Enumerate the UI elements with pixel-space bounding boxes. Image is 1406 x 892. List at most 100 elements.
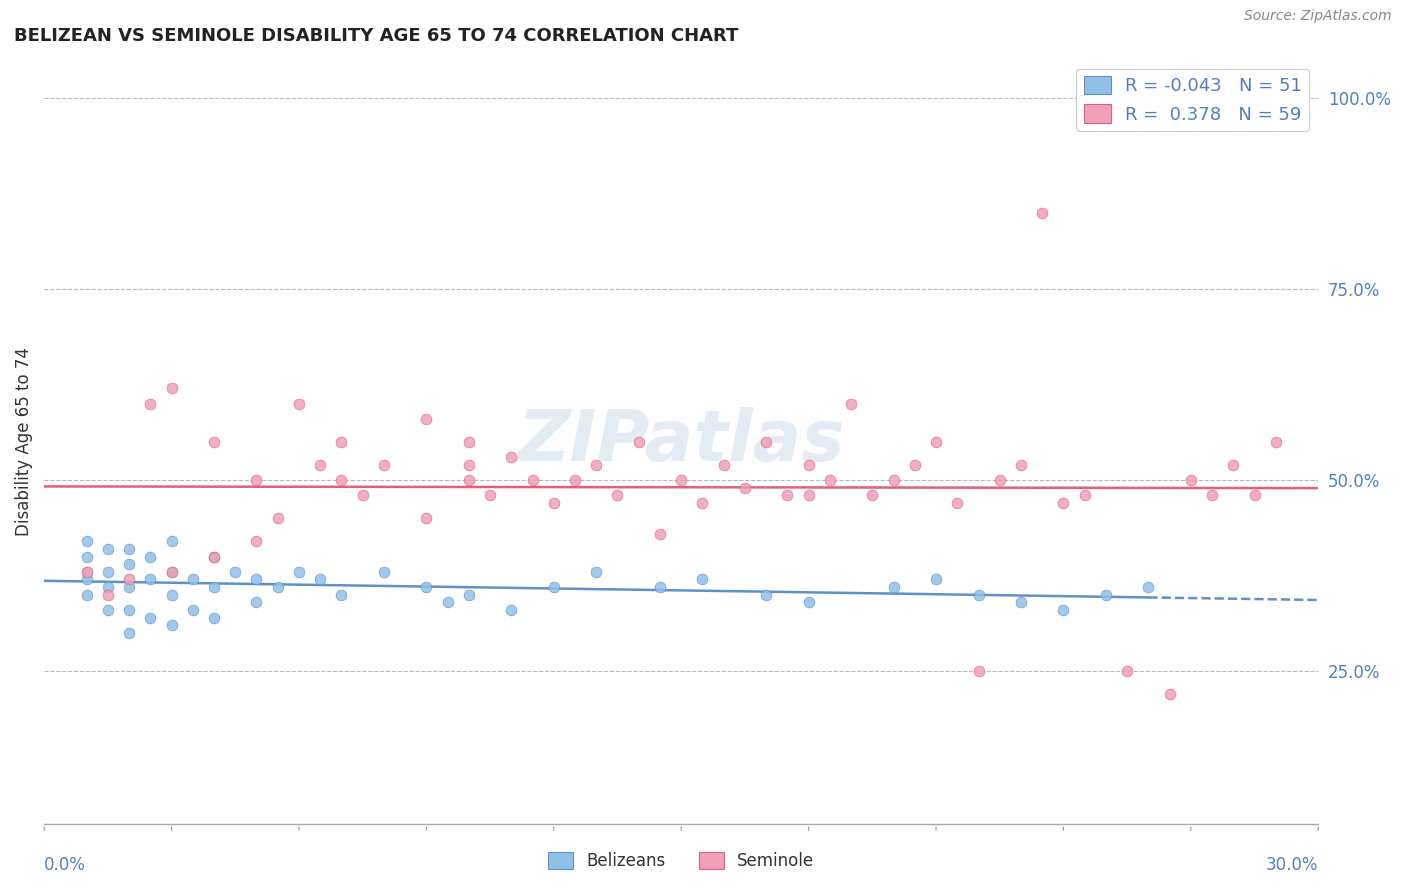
Point <box>501 450 523 465</box>
Point <box>309 458 332 472</box>
Point <box>118 626 141 640</box>
Point <box>1180 473 1202 487</box>
Point <box>669 473 692 487</box>
Point <box>139 573 162 587</box>
Point <box>522 473 544 487</box>
Point <box>1222 458 1244 472</box>
Point <box>352 488 374 502</box>
Point <box>202 434 225 449</box>
Point <box>1116 665 1139 679</box>
Point <box>925 434 948 449</box>
Point <box>139 397 162 411</box>
Point <box>734 481 756 495</box>
Point <box>373 458 395 472</box>
Point <box>224 565 246 579</box>
Point <box>97 565 120 579</box>
Point <box>904 458 927 472</box>
Point <box>1243 488 1265 502</box>
Point <box>946 496 969 510</box>
Point <box>288 565 311 579</box>
Point <box>97 580 120 594</box>
Point <box>713 458 735 472</box>
Point <box>415 511 437 525</box>
Point <box>245 573 267 587</box>
Point <box>97 588 120 602</box>
Point <box>181 573 204 587</box>
Point <box>76 534 98 549</box>
Point <box>925 573 948 587</box>
Point <box>267 580 290 594</box>
Point <box>330 473 353 487</box>
Text: 0.0%: 0.0% <box>44 856 86 874</box>
Point <box>1137 580 1160 594</box>
Point <box>839 397 862 411</box>
Point <box>245 534 267 549</box>
Point <box>118 603 141 617</box>
Point <box>160 534 183 549</box>
Text: 30.0%: 30.0% <box>1265 856 1319 874</box>
Text: ZIPatlas: ZIPatlas <box>517 408 845 476</box>
Point <box>415 580 437 594</box>
Point <box>648 526 671 541</box>
Point <box>267 511 290 525</box>
Point <box>76 565 98 579</box>
Point <box>202 580 225 594</box>
Point <box>457 473 479 487</box>
Point <box>648 580 671 594</box>
Point <box>860 488 883 502</box>
Point <box>118 580 141 594</box>
Point <box>139 549 162 564</box>
Point <box>1159 687 1181 701</box>
Point <box>1264 434 1286 449</box>
Point <box>967 665 990 679</box>
Point <box>139 611 162 625</box>
Point <box>1073 488 1095 502</box>
Point <box>585 458 607 472</box>
Point <box>564 473 586 487</box>
Point <box>543 580 565 594</box>
Point <box>160 565 183 579</box>
Point <box>330 588 353 602</box>
Point <box>797 595 820 609</box>
Point <box>755 434 778 449</box>
Point <box>627 434 650 449</box>
Point <box>160 565 183 579</box>
Point <box>1010 458 1032 472</box>
Point <box>309 573 332 587</box>
Point <box>543 496 565 510</box>
Point <box>245 473 267 487</box>
Point <box>202 611 225 625</box>
Point <box>245 595 267 609</box>
Point <box>479 488 502 502</box>
Point <box>1201 488 1223 502</box>
Point <box>415 412 437 426</box>
Point <box>967 588 990 602</box>
Point <box>118 541 141 556</box>
Point <box>76 588 98 602</box>
Point <box>97 603 120 617</box>
Legend: R = -0.043   N = 51, R =  0.378   N = 59: R = -0.043 N = 51, R = 0.378 N = 59 <box>1077 69 1309 131</box>
Point <box>160 381 183 395</box>
Point <box>1052 496 1074 510</box>
Point <box>118 558 141 572</box>
Text: Source: ZipAtlas.com: Source: ZipAtlas.com <box>1244 9 1392 23</box>
Point <box>797 458 820 472</box>
Point <box>1095 588 1118 602</box>
Point <box>76 565 98 579</box>
Point <box>883 473 905 487</box>
Point <box>1010 595 1032 609</box>
Point <box>1052 603 1074 617</box>
Point <box>457 434 479 449</box>
Point <box>76 573 98 587</box>
Point <box>373 565 395 579</box>
Point <box>883 580 905 594</box>
Point <box>1031 205 1053 219</box>
Point <box>457 588 479 602</box>
Point <box>755 588 778 602</box>
Text: BELIZEAN VS SEMINOLE DISABILITY AGE 65 TO 74 CORRELATION CHART: BELIZEAN VS SEMINOLE DISABILITY AGE 65 T… <box>14 27 738 45</box>
Point <box>118 573 141 587</box>
Point <box>202 549 225 564</box>
Point <box>97 541 120 556</box>
Point <box>585 565 607 579</box>
Point <box>692 573 714 587</box>
